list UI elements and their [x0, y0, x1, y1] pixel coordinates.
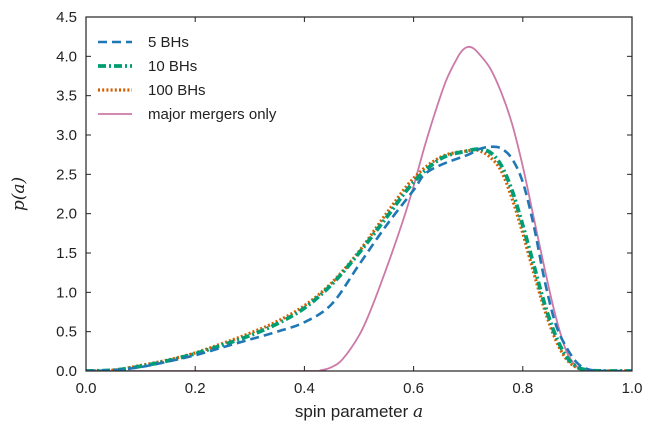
x-tick-label: 0.6: [403, 380, 424, 397]
plot-frame: [85, 16, 633, 372]
series-layer: [86, 45, 632, 371]
legend: 5 BHs 10 BHs 100 BHs major mergers only: [98, 34, 277, 123]
y-tick-label: 4.5: [56, 9, 77, 26]
legend-label-0: 5 BHs: [148, 34, 189, 51]
x-axis-label: spin parameter a: [295, 402, 423, 422]
plot-background: [86, 17, 632, 371]
legend-label-1: 10 BHs: [148, 58, 197, 75]
y-axis-label: p(a): [9, 177, 29, 211]
y-tick-label: 1.0: [56, 284, 77, 301]
y-tick-label: 3.0: [56, 127, 77, 144]
y-tick-label: 1.5: [56, 245, 77, 262]
y-tick-label: 2.5: [56, 166, 77, 183]
legend-label-3: major mergers only: [148, 106, 277, 123]
x-tick-label: 0.0: [76, 380, 97, 397]
plot-area: [86, 17, 632, 371]
series-line-0: [86, 145, 632, 371]
y-tick-label: 0.5: [56, 324, 77, 341]
y-tick-label: 4.0: [56, 48, 77, 65]
x-tick-label: 0.2: [185, 380, 206, 397]
x-tick-label: 0.4: [294, 380, 315, 397]
series-line-1: [86, 147, 632, 371]
series-line-3: [86, 45, 632, 371]
legend-label-2: 100 BHs: [148, 82, 206, 99]
x-axis-label-variable: a: [413, 402, 423, 422]
y-tick-label: 3.5: [56, 88, 77, 105]
y-tick-label: 2.0: [56, 206, 77, 223]
x-tick-label: 1.0: [622, 380, 643, 397]
axes: 0.0 0.2 0.4 0.6 0.8 1.0 0.0 0.5 1.0 1.5 2.0 2.5 3.0 3…: [9, 9, 642, 422]
x-tick-label: 0.8: [512, 380, 533, 397]
series-line-2: [86, 148, 632, 371]
y-tick-label: 0.0: [56, 363, 77, 380]
